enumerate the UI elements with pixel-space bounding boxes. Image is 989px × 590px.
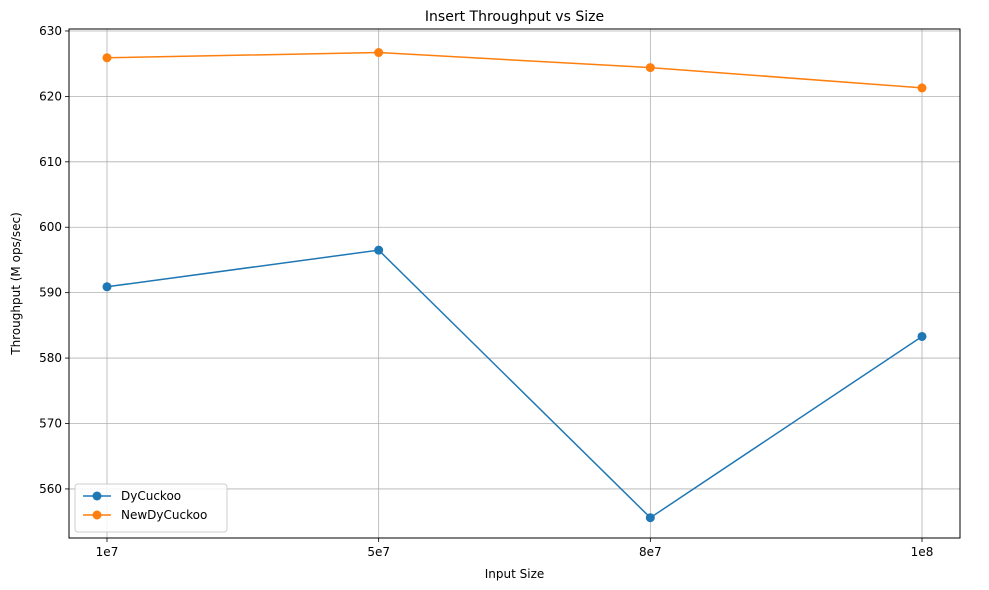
y-tick-label: 580 <box>39 351 62 365</box>
grid-lines <box>69 29 960 538</box>
series-line-newdycuckoo <box>106 51 923 89</box>
chart-title: Insert Throughput vs Size <box>425 9 604 25</box>
y-tick-label: 560 <box>39 482 62 496</box>
y-tick-label: 590 <box>39 286 62 300</box>
plot-frame <box>68 28 961 539</box>
legend-label-dycuckoo: DyCuckoo <box>121 489 181 503</box>
data-point-newdycuckoo <box>917 83 927 93</box>
series-line-dycuckoo <box>106 249 923 519</box>
y-axis-ticks: 560 570 580 590 600 610 620 630 <box>39 24 69 496</box>
legend-label-newdycuckoo: NewDyCuckoo <box>121 508 207 522</box>
legend-marker-dycuckoo <box>92 491 102 501</box>
x-axis-ticks: 1e7 5e7 8e7 1e8 <box>96 538 934 559</box>
legend: DyCuckoo NewDyCuckoo <box>74 483 228 533</box>
y-tick-label: 570 <box>39 417 62 431</box>
data-point-newdycuckoo <box>645 63 655 73</box>
data-point-dycuckoo <box>917 331 927 341</box>
data-point-dycuckoo <box>102 282 112 292</box>
x-tick-label: 5e7 <box>367 545 390 559</box>
y-tick-label: 620 <box>39 89 62 103</box>
legend-box <box>74 483 228 533</box>
y-tick-label: 610 <box>39 155 62 169</box>
x-tick-label: 8e7 <box>639 545 662 559</box>
y-axis-label: Throughput (M ops/sec) <box>9 212 23 356</box>
data-point-newdycuckoo <box>102 53 112 63</box>
x-tick-label: 1e7 <box>96 545 119 559</box>
x-tick-label: 1e8 <box>911 545 934 559</box>
y-tick-label: 600 <box>39 220 62 234</box>
y-tick-label: 630 <box>39 24 62 38</box>
data-point-dycuckoo <box>374 245 384 255</box>
data-point-dycuckoo <box>645 513 655 523</box>
legend-marker-newdycuckoo <box>92 510 102 520</box>
data-point-newdycuckoo <box>374 48 384 58</box>
series-layer <box>102 48 927 523</box>
x-axis-label: Input Size <box>485 567 545 581</box>
